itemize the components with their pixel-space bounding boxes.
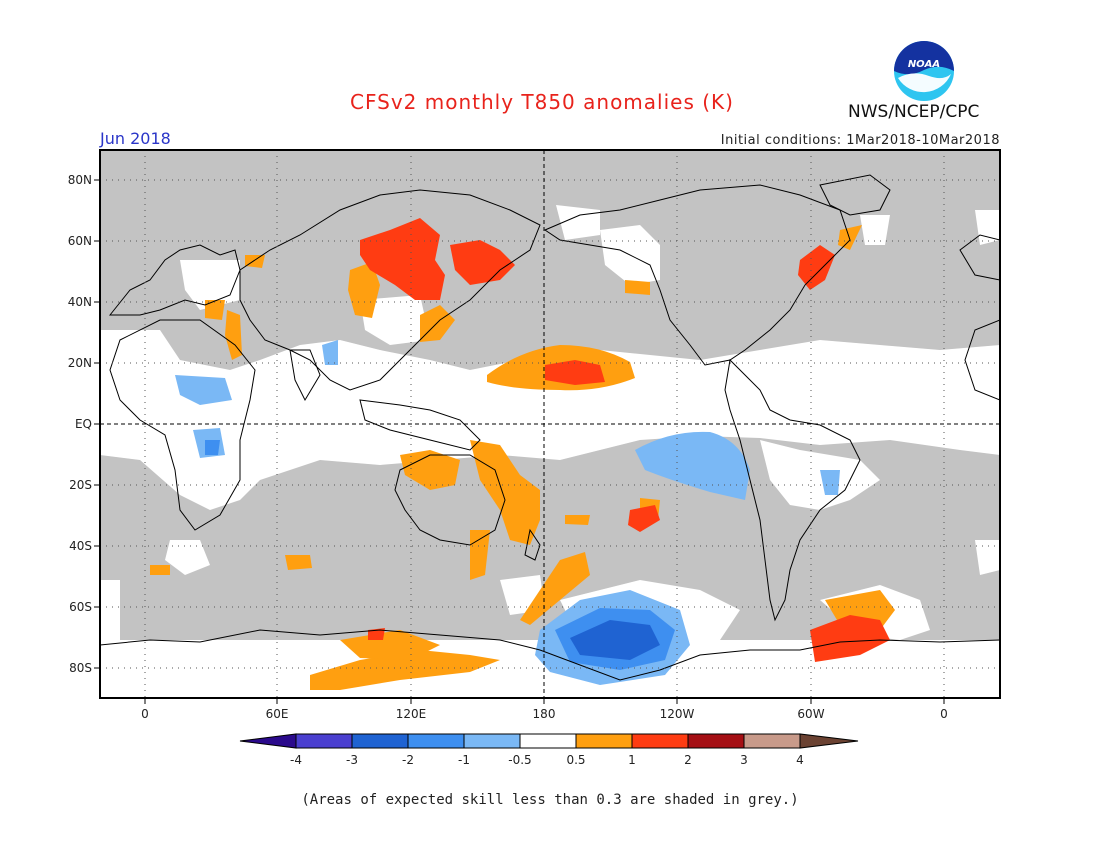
lat-label-40s: 40S [69, 539, 92, 553]
colorbar-segment-above-4 [799, 733, 859, 749]
forecast-month: Jun 2018 [100, 129, 171, 148]
colorbar-segment-1-2 [631, 733, 689, 749]
lon-label-0-right: 0 [940, 707, 948, 721]
lon-label-0-left: 0 [141, 707, 149, 721]
colorbar-tick: -4 [290, 753, 302, 767]
lat-label-80n: 80N [68, 173, 92, 187]
skill-footnote: (Areas of expected skill less than 0.3 a… [301, 792, 799, 808]
initial-conditions: Initial conditions: 1Mar2018-10Mar2018 [720, 133, 1000, 148]
colorbar [239, 733, 859, 749]
lat-label-60s: 60S [69, 600, 92, 614]
colorbar-segment-neg2-neg1 [407, 733, 465, 749]
colorbar-tick: -3 [346, 753, 358, 767]
colorbar-segment-3-4 [743, 733, 801, 749]
lat-label-40n: 40N [68, 295, 92, 309]
colorbar-segment-below-neg4 [239, 733, 297, 749]
anomaly-1-to-2 [360, 218, 890, 662]
lon-label-120e: 120E [396, 707, 427, 721]
lat-label-eq: EQ [75, 417, 92, 431]
colorbar-tick: 1 [628, 753, 636, 767]
lat-label-20s: 20S [69, 478, 92, 492]
anomaly-neg2-to-neg3 [570, 620, 660, 660]
lat-label-80s: 80S [69, 661, 92, 675]
colorbar-segment-neg3-neg2 [351, 733, 409, 749]
lon-label-60w: 60W [797, 707, 824, 721]
noaa-logo: NOAA [894, 41, 954, 101]
lon-label-120w: 120W [660, 707, 695, 721]
colorbar-tick: 0.5 [566, 753, 585, 767]
colorbar-segment-0p5-1 [575, 733, 633, 749]
lon-label-60e: 60E [266, 707, 289, 721]
colorbar-segment-neg4-neg3 [295, 733, 353, 749]
agency-label: NWS/NCEP/CPC [848, 102, 980, 122]
colorbar-tick: -0.5 [508, 753, 531, 767]
lon-label-180: 180 [533, 707, 556, 721]
lat-label-20n: 20N [68, 356, 92, 370]
coastlines [100, 174, 1000, 681]
lat-label-60n: 60N [68, 234, 92, 248]
colorbar-segment-2-3 [687, 733, 745, 749]
colorbar-tick: -2 [402, 753, 414, 767]
colorbar-segment-neutral [519, 733, 577, 749]
colorbar-tick: 4 [796, 753, 804, 767]
colorbar-segment-neg1-neg0p5 [463, 733, 521, 749]
colorbar-tick: 2 [684, 753, 692, 767]
logo-text: NOAA [908, 59, 940, 70]
colorbar-tick: -1 [458, 753, 470, 767]
map-title: CFSv2 monthly T850 anomalies (K) [350, 90, 734, 114]
graticule [100, 150, 1000, 698]
colorbar-tick: 3 [740, 753, 748, 767]
